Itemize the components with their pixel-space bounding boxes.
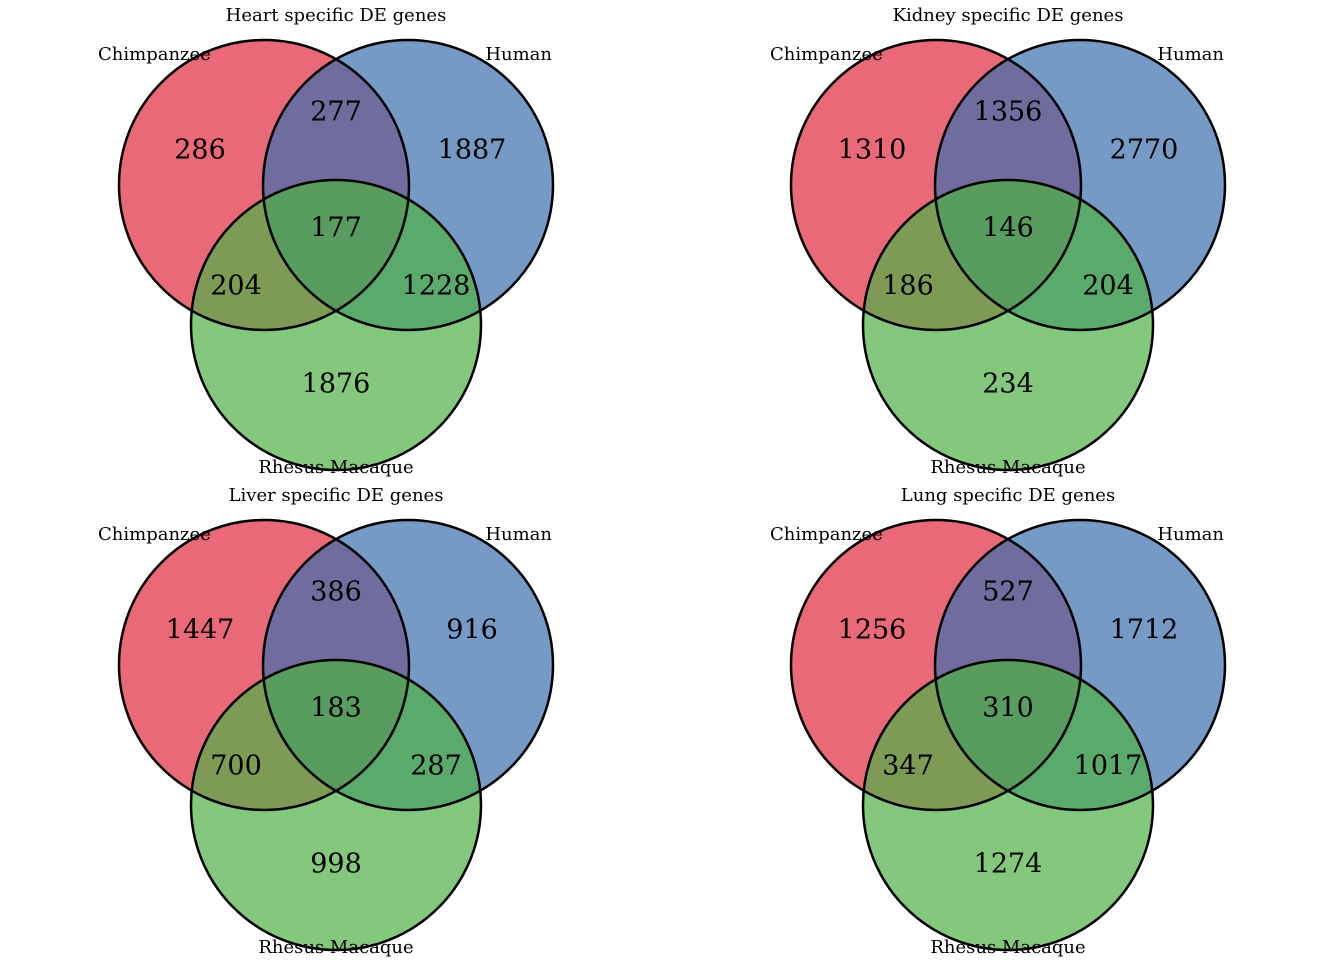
region-count-human-only: 1887 — [438, 135, 507, 166]
set-outline-chimpanzee — [789, 518, 1083, 812]
venn-title: Heart specific DE genes — [226, 5, 447, 26]
set-circle-rhesus-macaque — [191, 660, 481, 950]
set-outline-human — [261, 38, 555, 332]
set-label-human: Human — [1157, 44, 1224, 65]
venn-title: Lung specific DE genes — [901, 485, 1115, 506]
set-outline-rhesus-macaque — [189, 178, 483, 472]
venn-panel: Lung specific DE genes Chimpanzee Human Rhe… — [770, 485, 1227, 958]
set-label-human: Human — [485, 44, 552, 65]
set-outline-rhesus-macaque — [861, 178, 1155, 472]
region-count-chimpanzee-rhesus: 347 — [882, 751, 934, 782]
region-count-human-rhesus: 204 — [1082, 271, 1134, 302]
region-count-chimpanzee-only: 1310 — [838, 135, 907, 166]
region-count-human-only: 1712 — [1110, 615, 1179, 646]
region-count-human-only: 916 — [446, 615, 498, 646]
region-count-chimpanzee-rhesus: 204 — [210, 271, 262, 302]
region-count-human-rhesus: 1017 — [1074, 751, 1143, 782]
region-count-rhesus-only: 1274 — [974, 849, 1043, 880]
region-count-chimpanzee-only: 1256 — [838, 615, 907, 646]
region-count-chimpanzee-human: 386 — [310, 577, 362, 608]
set-label-human: Human — [1157, 524, 1224, 545]
set-label-rhesus-macaque: Rhesus Macaque — [258, 937, 413, 958]
region-count-human-rhesus: 287 — [410, 751, 462, 782]
venn-panel: Heart specific DE genes Chimpanzee Human Rh… — [98, 5, 555, 478]
set-label-rhesus-macaque: Rhesus Macaque — [930, 457, 1085, 478]
region-count-rhesus-only: 234 — [982, 369, 1034, 400]
region-count-all-three: 183 — [310, 693, 362, 724]
region-count-chimpanzee-human: 1356 — [974, 97, 1043, 128]
set-outline-chimpanzee — [117, 518, 411, 812]
set-circle-rhesus-macaque — [191, 180, 481, 470]
region-count-human-rhesus: 1228 — [402, 271, 471, 302]
region-count-chimpanzee-only: 286 — [174, 135, 226, 166]
region-count-all-three: 310 — [982, 693, 1034, 724]
set-outline-human — [933, 518, 1227, 812]
region-count-chimpanzee-rhesus: 186 — [882, 271, 934, 302]
region-count-chimpanzee-rhesus: 700 — [210, 751, 262, 782]
set-outline-human — [933, 38, 1227, 332]
region-count-all-three: 146 — [982, 213, 1034, 244]
set-label-rhesus-macaque: Rhesus Macaque — [258, 457, 413, 478]
set-outline-human — [261, 518, 555, 812]
set-label-human: Human — [485, 524, 552, 545]
set-label-chimpanzee: Chimpanzee — [770, 524, 883, 545]
set-label-chimpanzee: Chimpanzee — [98, 44, 211, 65]
region-count-chimpanzee-human: 527 — [982, 577, 1034, 608]
region-count-chimpanzee-human: 277 — [310, 97, 362, 128]
set-outline-rhesus-macaque — [189, 658, 483, 952]
region-count-rhesus-only: 1876 — [302, 369, 371, 400]
set-circle-rhesus-macaque — [863, 180, 1153, 470]
region-count-all-three: 177 — [310, 213, 362, 244]
venn-panel: Liver specific DE genes Chimpanzee Human Rh… — [98, 485, 555, 958]
venn-title: Kidney specific DE genes — [893, 5, 1124, 26]
venn-panel: Kidney specific DE genes Chimpanzee Human R… — [770, 5, 1227, 478]
set-outline-chimpanzee — [117, 38, 411, 332]
set-outline-chimpanzee — [789, 38, 1083, 332]
region-count-human-only: 2770 — [1110, 135, 1179, 166]
set-outline-rhesus-macaque — [861, 658, 1155, 952]
region-count-rhesus-only: 998 — [310, 849, 362, 880]
set-label-chimpanzee: Chimpanzee — [770, 44, 883, 65]
set-label-chimpanzee: Chimpanzee — [98, 524, 211, 545]
set-circle-rhesus-macaque — [863, 660, 1153, 950]
venn-title: Liver specific DE genes — [229, 485, 444, 506]
set-label-rhesus-macaque: Rhesus Macaque — [930, 937, 1085, 958]
region-count-chimpanzee-only: 1447 — [166, 615, 235, 646]
